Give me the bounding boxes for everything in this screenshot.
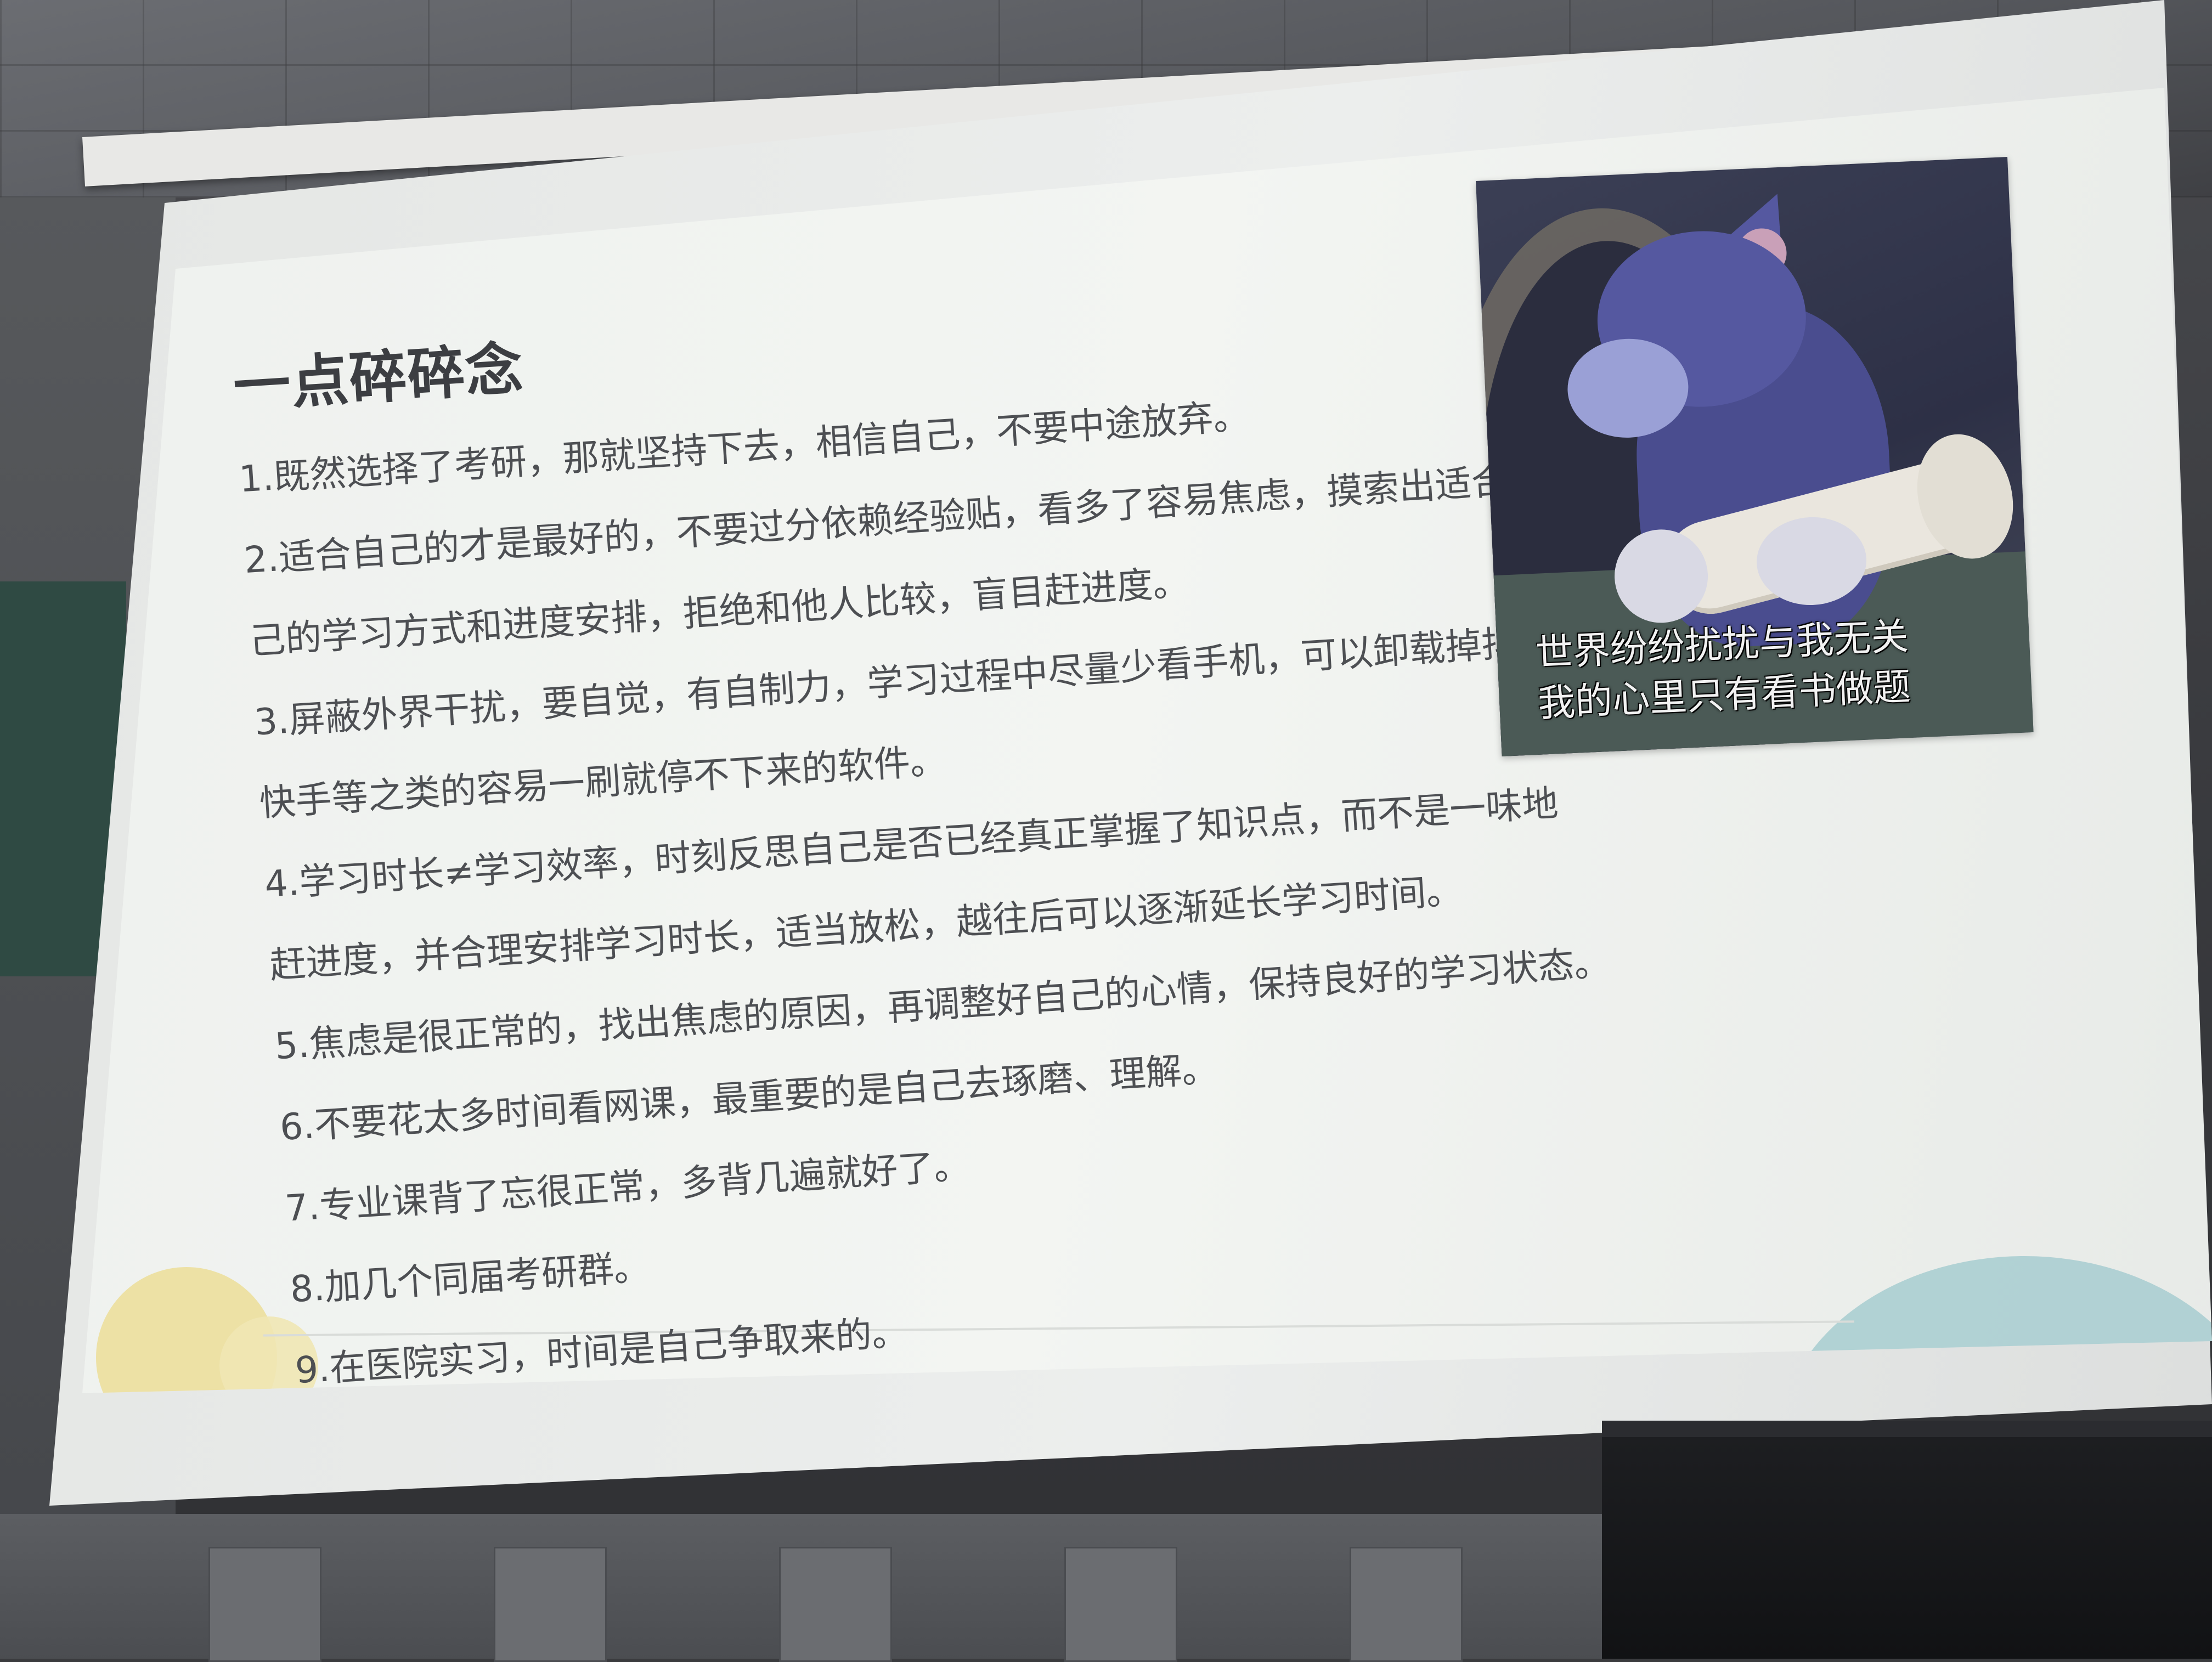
- meme-image: 世界纷纷扰扰与我无关 我的心里只有看书做题: [1476, 156, 2034, 756]
- lectern-top: [1602, 1421, 2212, 1437]
- wall-panel: [494, 1547, 607, 1662]
- decor-circle-yellow-small: [219, 1316, 318, 1393]
- wall-panel: [1064, 1547, 1177, 1662]
- meme-caption: 世界纷纷扰扰与我无关 我的心里只有看书做题: [1534, 607, 2010, 730]
- wall-panel: [208, 1547, 321, 1662]
- wall-panel: [1350, 1547, 1463, 1662]
- wall-panel: [779, 1547, 892, 1662]
- slide-content: 一点碎碎念 1.既然选择了考研，那就坚持下去，相信自己，不要中途放弃。 2.适合…: [230, 256, 1633, 1393]
- lectern: [1602, 1421, 2212, 1659]
